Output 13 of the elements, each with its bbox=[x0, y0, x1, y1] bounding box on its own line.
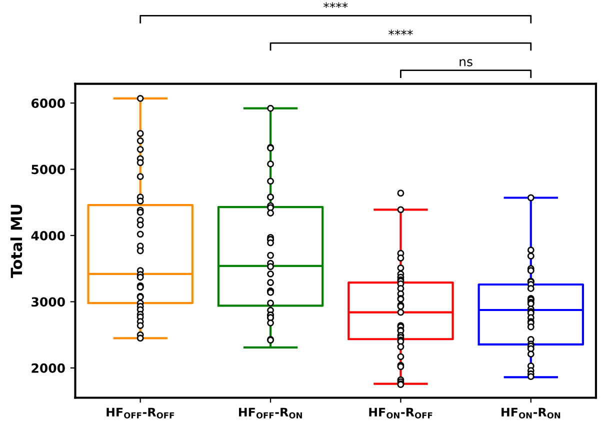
x-tick-label: HF$_{OFF}$-R$_{OFF}$ bbox=[106, 408, 174, 418]
y-tick-label: 4000 bbox=[31, 230, 65, 240]
y-tick-label: 2000 bbox=[32, 363, 65, 373]
y-axis-title: Total MU bbox=[10, 204, 22, 278]
text: **** bbox=[388, 30, 413, 36]
x-tick-label: HF$_{ON}$-R$_{OFF}$ bbox=[369, 408, 432, 418]
x-tick-label: HF$_{OFF}$-R$_{ON}$ bbox=[239, 408, 302, 418]
y-tick-label: 3000 bbox=[32, 297, 65, 307]
y-tick-label: 5000 bbox=[32, 164, 65, 174]
x-tick-label: HF$_{ON}$-R$_{ON}$ bbox=[502, 408, 560, 418]
text: **** bbox=[323, 2, 348, 8]
text: ns bbox=[460, 59, 472, 66]
y-tick-label: 6000 bbox=[32, 98, 65, 108]
